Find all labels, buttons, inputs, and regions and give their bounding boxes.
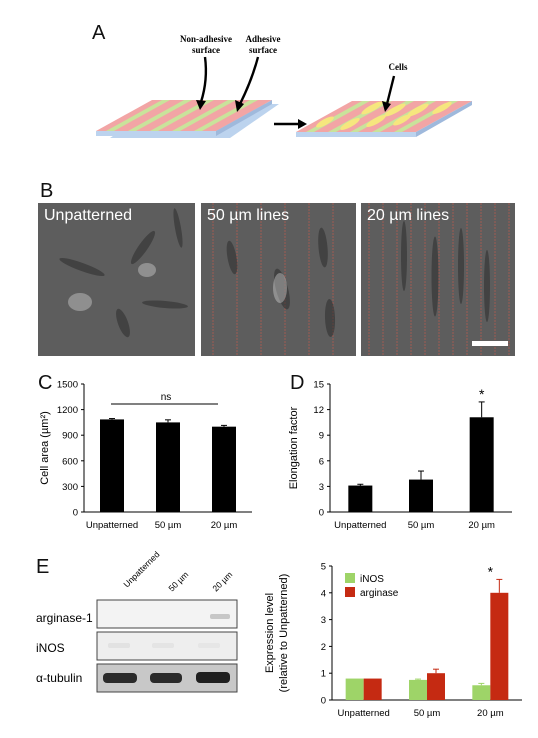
row-label-tubulin: α-tubulin	[36, 671, 82, 685]
non-adhesive-line2: surface	[192, 45, 220, 55]
cells-on-stripes	[316, 101, 452, 130]
adhesive-line2: surface	[249, 45, 277, 55]
non-adhesive-line1: Non-adhesive	[180, 34, 232, 44]
band-tubulin-3	[196, 672, 230, 683]
micrograph-label-50um: 50 µm lines	[207, 207, 290, 224]
scale-bar	[472, 341, 508, 346]
micrograph-label-unpatterned: Unpatterned	[44, 207, 133, 224]
panel-label-b: B	[40, 180, 54, 202]
micrograph-50um: 50 µm lines	[201, 203, 356, 356]
panel-label-a: A	[92, 22, 106, 44]
arrow-cells	[385, 75, 396, 105]
micrograph-20um: 20 µm lines	[361, 203, 515, 356]
band-arginase-20um	[210, 614, 230, 619]
adhesive-line1: Adhesive	[245, 34, 280, 44]
panel-label-e: E	[36, 556, 50, 578]
band-inos-2	[152, 643, 174, 648]
substrate-left	[96, 100, 279, 138]
panel-label-d: D	[290, 372, 305, 394]
blot-strip-arginase	[96, 599, 238, 629]
band-inos-1	[108, 643, 130, 648]
adhesive-stripes-left	[106, 100, 258, 131]
substrate-right-edge-side	[416, 101, 472, 137]
substrate-diagram: Non-adhesive surface Adhesive surface Ce…	[96, 34, 472, 138]
row-label-arginase: arginase-1	[36, 611, 93, 625]
lane-label-unpatterned: Unpatterned	[121, 549, 161, 589]
micrograph-unpatterned: Unpatterned	[38, 203, 195, 356]
arrow-heads	[196, 100, 391, 129]
diagram-arrows	[199, 56, 396, 126]
arrow-non-adhesive	[199, 56, 208, 103]
cells-label: Cells	[389, 62, 408, 72]
panel-label-c: C	[38, 372, 53, 394]
band-tubulin-1	[103, 673, 137, 683]
row-label-inos: iNOS	[36, 641, 65, 655]
substrate-right	[296, 101, 472, 137]
band-inos-3	[198, 643, 220, 648]
substrate-left-edge	[96, 131, 216, 136]
lane-label-20um: 20 µm	[210, 570, 234, 594]
substrate-left-edge-side	[216, 100, 272, 136]
line-pattern-20um	[368, 203, 510, 356]
micrograph-label-20um: 20 µm lines	[367, 207, 450, 224]
arrow-adhesive	[238, 56, 260, 105]
substrate-right-edge	[296, 132, 416, 137]
lane-label-50um: 50 µm	[166, 570, 190, 594]
band-tubulin-2	[150, 673, 182, 683]
